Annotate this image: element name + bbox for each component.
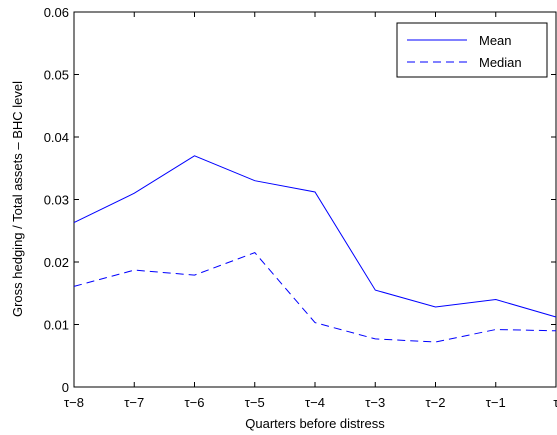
y-axis-label: Gross hedging / Total assets – BHC level — [10, 81, 25, 317]
y-tick-label: 0.06 — [44, 5, 69, 20]
x-tick-label: τ−5 — [245, 395, 265, 410]
x-tick-label: τ−7 — [124, 395, 144, 410]
legend-label-mean: Mean — [479, 33, 512, 48]
y-tick-label: 0 — [62, 380, 69, 395]
x-tick-label: τ−8 — [64, 395, 84, 410]
y-tick-label: 0.03 — [44, 193, 69, 208]
legend: Mean Median — [396, 22, 548, 78]
y-tick-label: 0.05 — [44, 68, 69, 83]
series-line-mean — [73, 155, 557, 318]
y-tick-label: 0.01 — [44, 318, 69, 333]
x-tick-label: τ — [553, 395, 557, 410]
x-tick-label: τ−1 — [486, 395, 506, 410]
y-tick-label: 0.02 — [44, 255, 69, 270]
x-tick-label: τ−4 — [305, 395, 325, 410]
x-axis-label: Quarters before distress — [245, 416, 385, 431]
legend-label-median: Median — [479, 55, 522, 70]
series-line-median — [73, 252, 557, 343]
x-tick-label: τ−6 — [185, 395, 205, 410]
series-group — [73, 155, 557, 343]
y-tick-label: 0.04 — [44, 130, 69, 145]
x-tick-label: τ−3 — [365, 395, 385, 410]
x-tick-label: τ−2 — [426, 395, 446, 410]
legend-box — [396, 22, 548, 78]
ticks: 0 0.01 0.02 0.03 0.04 0.05 0.06 τ−8 τ−7 τ−6 τ−5 τ−4… — [44, 5, 557, 410]
